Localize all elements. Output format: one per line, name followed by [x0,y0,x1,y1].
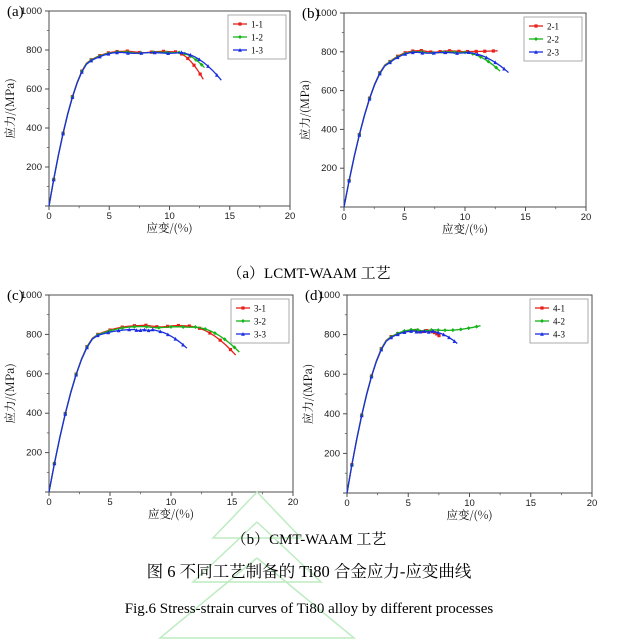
svg-text:(a): (a) [7,4,24,20]
svg-text:800: 800 [324,330,340,341]
svg-text:15: 15 [525,498,536,509]
svg-text:400: 400 [26,123,42,134]
svg-text:应变/(%): 应变/(%) [442,221,488,237]
svg-text:800: 800 [26,329,42,340]
svg-text:800: 800 [26,45,42,56]
svg-text:800: 800 [321,47,337,58]
svg-text:4-1: 4-1 [553,303,565,313]
svg-text:400: 400 [324,409,340,420]
svg-text:15: 15 [227,497,238,508]
svg-text:15: 15 [520,212,531,223]
svg-text:3-3: 3-3 [254,329,266,339]
svg-text:400: 400 [26,408,42,419]
svg-text:20: 20 [288,497,299,508]
svg-text:4-2: 4-2 [553,316,565,326]
svg-text:5: 5 [402,212,407,223]
svg-text:1000: 1000 [21,6,42,17]
svg-text:应变/(%): 应变/(%) [146,220,192,236]
svg-text:5: 5 [107,497,112,508]
svg-text:应力/(MPa): 应力/(MPa) [297,80,313,140]
svg-text:5: 5 [107,211,112,222]
svg-text:0: 0 [341,212,346,223]
svg-text:1000: 1000 [21,290,42,301]
svg-text:(b): (b) [302,6,320,22]
svg-text:0: 0 [46,497,51,508]
svg-text:0: 0 [344,498,349,509]
svg-text:(d): (d) [305,288,323,304]
svg-text:5: 5 [406,498,411,509]
svg-text:0: 0 [46,211,51,222]
svg-text:1-3: 1-3 [251,45,263,55]
svg-text:600: 600 [321,86,337,97]
svg-text:400: 400 [321,124,337,135]
svg-text:600: 600 [26,369,42,380]
svg-text:2-2: 2-2 [547,34,559,44]
svg-text:应力/(MPa): 应力/(MPa) [300,364,316,424]
svg-text:200: 200 [324,448,340,459]
svg-text:应变/(%): 应变/(%) [148,506,194,522]
svg-text:应力/(MPa): 应力/(MPa) [2,363,18,423]
svg-text:600: 600 [26,84,42,95]
svg-text:2-3: 2-3 [547,47,559,57]
svg-text:4-3: 4-3 [553,329,565,339]
svg-text:3-1: 3-1 [254,303,266,313]
svg-text:应变/(%): 应变/(%) [446,507,492,523]
svg-text:3-2: 3-2 [254,316,266,326]
svg-text:20: 20 [285,211,296,222]
svg-text:20: 20 [581,212,592,223]
svg-text:600: 600 [324,369,340,380]
svg-text:2-1: 2-1 [547,21,559,31]
svg-text:200: 200 [321,163,337,174]
svg-text:200: 200 [26,162,42,173]
svg-text:1-2: 1-2 [251,32,263,42]
svg-text:1-1: 1-1 [251,19,263,29]
svg-text:15: 15 [224,211,235,222]
svg-text:200: 200 [26,448,42,459]
svg-text:20: 20 [587,498,598,509]
svg-text:(c): (c) [7,288,24,304]
svg-text:应力/(MPa): 应力/(MPa) [2,78,18,138]
